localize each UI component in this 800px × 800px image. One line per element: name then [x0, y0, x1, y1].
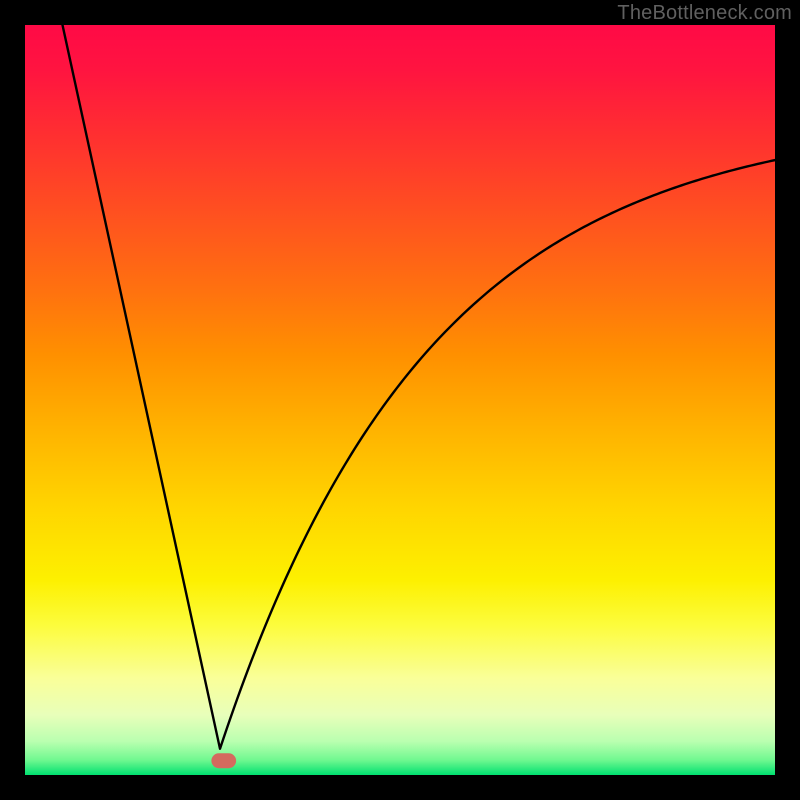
- watermark-text: TheBottleneck.com: [617, 2, 792, 25]
- plot-svg: [25, 25, 775, 775]
- chart-background: [25, 25, 775, 775]
- chart-container: TheBottleneck.com: [0, 0, 800, 800]
- minimum-marker: [211, 753, 236, 768]
- plot-area: [25, 25, 775, 775]
